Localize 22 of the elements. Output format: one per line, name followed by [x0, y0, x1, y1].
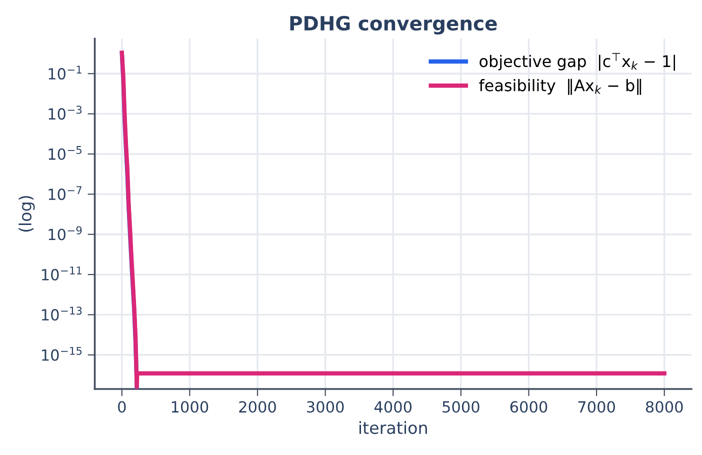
legend-label: objective gap |c$^{⊤}$x$_{k}$ − 1|: [480, 53, 676, 71]
x-tick-label: 5000: [442, 401, 480, 413]
legend-label: feasibility ‖Ax$_{k}$ − b‖: [479, 78, 642, 95]
y-tick-label: 10$^{−5}$: [48, 146, 82, 160]
x-tick-label: 1000: [172, 401, 208, 413]
x-tick-label: 6000: [510, 401, 548, 413]
y-tick-label: 10$^{−7}$: [48, 186, 82, 200]
x-tick-label: 2000: [239, 401, 276, 413]
y-tick-label: 10$^{−13}$: [42, 306, 82, 321]
y-tick-label: 10$^{−1}$: [48, 66, 82, 80]
x-tick-label: 7000: [578, 401, 615, 413]
y-tick-label: 10$^{−3}$: [48, 106, 82, 120]
x-tick-label: 3000: [307, 401, 344, 413]
y-tick-label: 10$^{−9}$: [48, 226, 82, 240]
y-axis-title: (log): [18, 196, 35, 232]
y-tick-label: 10$^{−11}$: [42, 266, 82, 280]
y-tick-label: 10$^{−15}$: [42, 346, 82, 361]
chart-title: PDHG convergence: [290, 16, 497, 35]
x-tick-label: 0: [118, 401, 126, 413]
x-tick-label: 4000: [374, 401, 412, 413]
x-axis-title: iteration: [359, 421, 427, 434]
x-tick-label: 8000: [646, 401, 683, 413]
